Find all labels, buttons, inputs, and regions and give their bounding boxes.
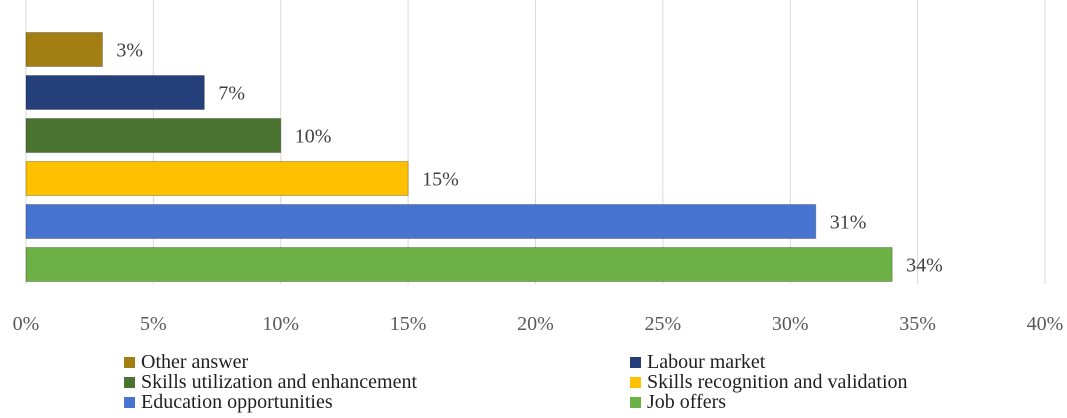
data-label: 15%: [422, 169, 459, 191]
x-tick-label: 20%: [517, 313, 554, 335]
legend-label: Labour market: [647, 351, 766, 373]
legend-swatch: [630, 356, 641, 368]
bars: [25, 32, 893, 282]
x-tick-label: 10%: [262, 313, 299, 335]
data-label: 3%: [116, 40, 143, 62]
legend-label: Education opportunities: [141, 391, 333, 413]
x-tick-label: 0%: [13, 313, 40, 335]
legend-label: Skills utilization and enhancement: [141, 371, 418, 393]
bar-education-opportunities: [25, 204, 817, 239]
data-label: 7%: [218, 83, 245, 105]
bar-skills-utilization-and-enhancement: [25, 118, 282, 153]
bar-chart: 3% 7% 10% 15% 31% 34% 0% 5% 10% 15% 20% 25% 30% 35% 4…: [13, 0, 1064, 335]
legend-item: Skills recognition and validation: [630, 372, 1030, 392]
legend-label: Other answer: [141, 351, 249, 373]
data-label: 31%: [830, 212, 867, 234]
bar-skills-recognition-and-validation: [25, 161, 409, 196]
x-tick-label: 25%: [645, 313, 682, 335]
legend-item: Skills utilization and enhancement: [124, 372, 630, 392]
data-label: 34%: [906, 255, 943, 277]
legend-item: Job offers: [630, 392, 1030, 412]
legend-swatch: [124, 376, 135, 388]
legend-label: Job offers: [647, 391, 727, 413]
x-tick-label: 40%: [1027, 313, 1064, 335]
data-labels: 3% 7% 10% 15% 31% 34%: [116, 40, 942, 277]
legend-item: Other answer: [124, 352, 630, 372]
x-tick-label: 35%: [899, 313, 936, 335]
x-tick-label: 15%: [390, 313, 427, 335]
legend-label: Skills recognition and validation: [647, 371, 908, 393]
legend-item: Labour market: [630, 352, 1030, 372]
bar-job-offers: [25, 247, 893, 282]
legend-swatch: [630, 396, 641, 408]
legend-swatch: [124, 356, 135, 368]
x-axis-tick-labels: 0% 5% 10% 15% 20% 25% 30% 35% 40%: [13, 313, 1064, 335]
legend: Other answer Labour market Skills utilizat…: [124, 352, 1024, 412]
legend-swatch: [630, 376, 641, 388]
bar-other-answer: [25, 32, 103, 67]
x-tick-label: 5%: [140, 313, 167, 335]
data-label: 10%: [295, 126, 332, 148]
x-tick-label: 30%: [772, 313, 809, 335]
legend-item: Education opportunities: [124, 392, 630, 412]
gridlines: [25, 0, 1046, 284]
bar-labour-market: [25, 75, 205, 110]
legend-swatch: [124, 396, 135, 408]
